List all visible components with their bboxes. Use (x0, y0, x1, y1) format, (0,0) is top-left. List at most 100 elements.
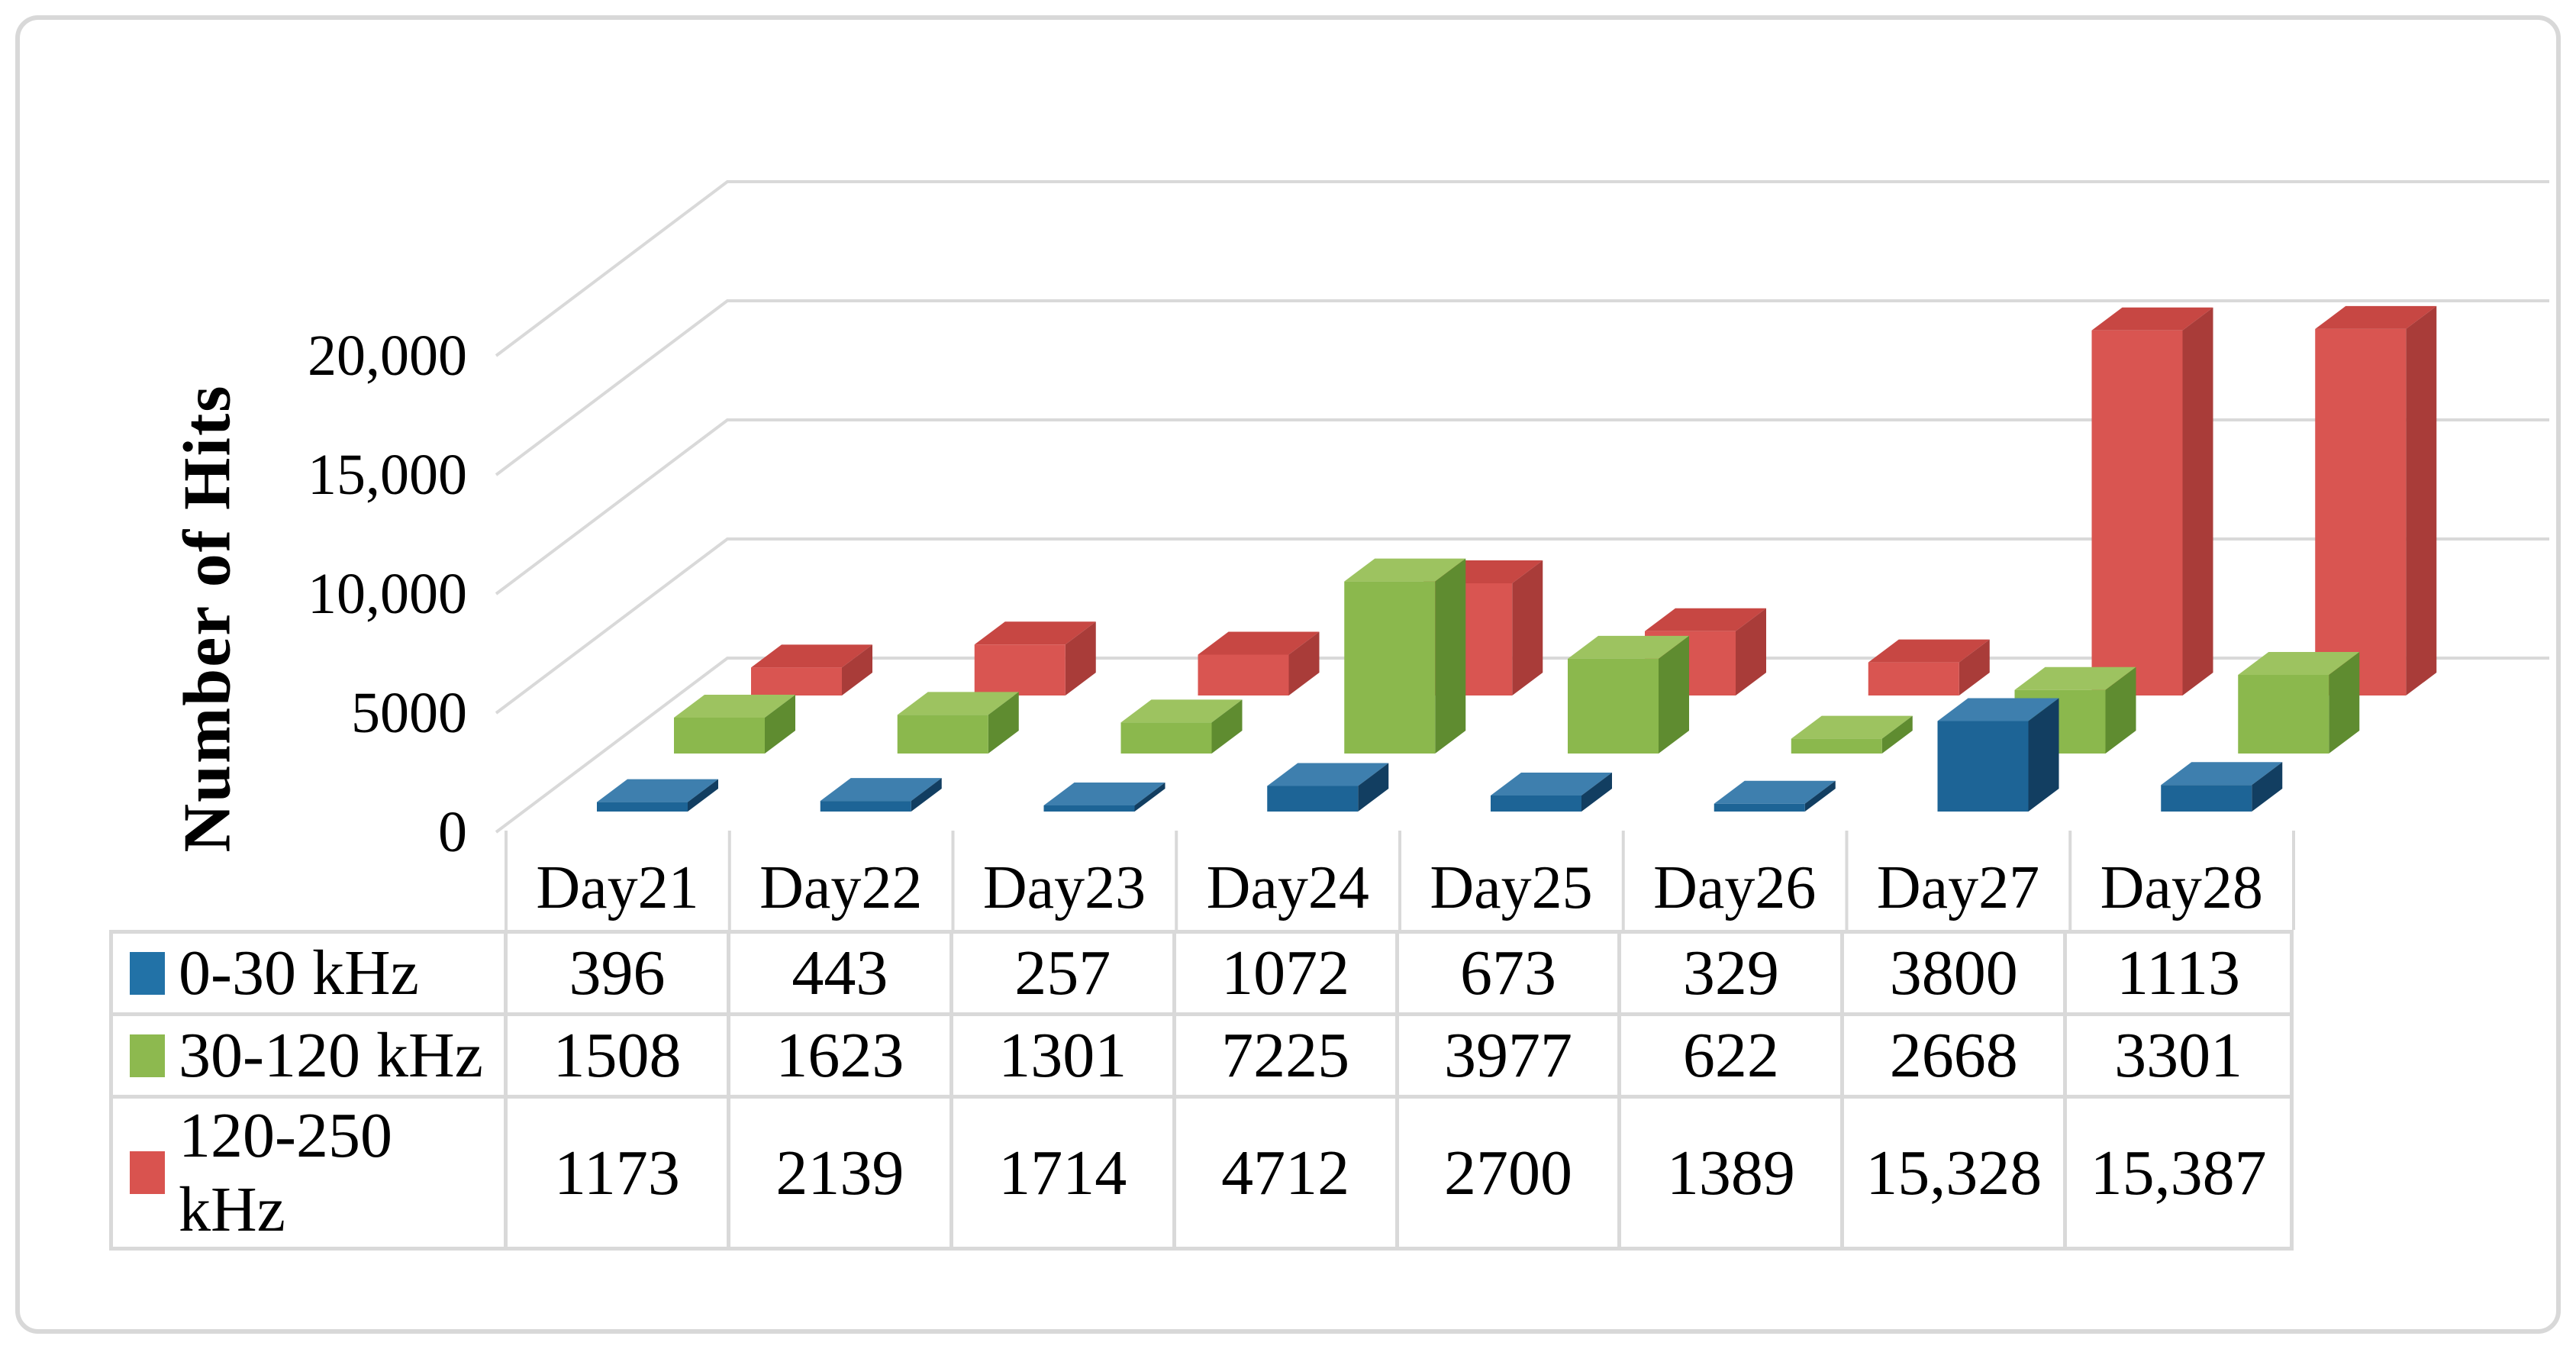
bar-0-30-khz-day28 (2161, 762, 2283, 786)
bar-0-30-khz-day24 (1267, 763, 1389, 786)
bar-0-30-khz-day27 (1937, 698, 2059, 721)
table-cell: 1389 (1621, 1099, 1845, 1247)
bar-0-30-khz-day21 (597, 802, 688, 812)
bar-30-120-khz-day24 (1435, 558, 1466, 754)
legend-cell: 120-250 kHz (113, 1099, 508, 1247)
x-category-label: Day23 (982, 854, 1146, 921)
bar-120-250-khz-day23 (1288, 631, 1320, 695)
bar-120-250-khz-day22 (974, 621, 1096, 645)
table-cell: 443 (730, 934, 953, 1012)
table-cell: 3301 (2114, 1020, 2243, 1091)
bar-120-250-khz-day25 (1736, 608, 1766, 695)
x-category-label: Day21 (536, 854, 699, 921)
bar-0-30-khz-day21 (688, 779, 718, 812)
bar-0-30-khz-day23 (1134, 782, 1165, 812)
bar-30-120-khz-day26 (1791, 715, 1913, 739)
bar-30-120-khz-day22 (897, 692, 1019, 715)
bar-30-120-khz-day23 (1120, 699, 1243, 723)
bar-120-250-khz-day27 (2091, 307, 2213, 331)
legend-label: 0-30 kHz (179, 938, 419, 1009)
bar-0-30-khz-day25 (1491, 796, 1581, 812)
bar-120-250-khz-day26 (1868, 662, 1959, 695)
bar-30-120-khz-day23 (1120, 722, 1212, 754)
gridline (495, 418, 2549, 595)
legend-swatch (130, 951, 165, 995)
bar-0-30-khz-day26 (1714, 803, 1805, 812)
bar-120-250-khz-day23 (1198, 654, 1289, 695)
x-category-label: Day26 (1653, 854, 1817, 921)
x-category-label: Day24 (1206, 854, 1369, 921)
table-cell: 622 (1621, 1016, 1845, 1095)
bar-0-30-khz-day27 (1937, 721, 2029, 812)
table-cell: 329 (1621, 934, 1845, 1012)
table-row: 120-250 kHz 1173 2139 1714 4712 2700 1389 15,32… (113, 1099, 2290, 1247)
bar-120-250-khz-day28 (2315, 305, 2437, 329)
bar-0-30-khz-day23 (1043, 782, 1165, 805)
bar-0-30-khz-day26 (1714, 780, 1836, 804)
bar-30-120-khz-day24 (1344, 558, 1466, 582)
table-row: 0-30 kHz 396 443 257 1072 673 329 3800 1113 (113, 934, 2290, 1016)
bar-120-250-khz-day23 (1198, 631, 1320, 655)
bar-120-250-khz-day22 (1065, 621, 1096, 695)
bar-30-120-khz-day28 (2329, 652, 2360, 754)
bar-30-120-khz-day25 (1568, 635, 1689, 659)
bar-30-120-khz-day26 (1881, 715, 1913, 754)
bar-0-30-khz-day22 (820, 801, 911, 812)
bar-30-120-khz-day21 (674, 694, 795, 718)
x-category-label: Day28 (2100, 854, 2263, 921)
gridline (495, 537, 2549, 715)
table-cell: 7225 (1176, 1016, 1399, 1095)
bar-0-30-khz-day24 (1267, 786, 1359, 812)
bar-30-120-khz-day22 (988, 692, 1019, 754)
bar-0-30-khz-day26 (1804, 780, 1836, 812)
table-cell: 1714 (953, 1099, 1176, 1247)
bar-120-250-khz-day28 (2315, 328, 2407, 695)
bar-0-30-khz-day24 (1358, 763, 1389, 812)
table-cell: 1173 (508, 1099, 730, 1247)
y-tick-label: 10,000 (308, 562, 467, 626)
table-cell: 3977 (1399, 1016, 1622, 1095)
bar-30-120-khz-day28 (2238, 652, 2360, 676)
table-cell: 3800 (1844, 934, 2068, 1012)
bar-120-250-khz-day21 (751, 667, 842, 695)
bar-30-120-khz-day25 (1659, 635, 1689, 754)
bar-30-120-khz-day28 (2238, 675, 2329, 754)
bar-30-120-khz-day21 (765, 694, 795, 754)
x-category-label: Day27 (1876, 854, 2040, 921)
bar-30-120-khz-day23 (1211, 699, 1243, 754)
bar-30-120-khz-day21 (674, 717, 765, 754)
x-category-label: Day25 (1430, 854, 1593, 921)
data-table: 0-30 kHz 396 443 257 1072 673 329 3800 1113 30-12… (109, 930, 2294, 1251)
bar-120-250-khz-day21 (842, 644, 872, 695)
y-tick-label: 20,000 (308, 324, 467, 388)
bar-0-30-khz-day22 (820, 778, 942, 802)
bar-120-250-khz-day26 (1868, 639, 1990, 663)
table-row: 30-120 kHz 1508 1623 1301 7225 3977 622 2668 330… (113, 1016, 2290, 1099)
bar-30-120-khz-day24 (1344, 581, 1436, 754)
y-tick-label: 15,000 (308, 443, 467, 507)
bar-120-250-khz-day21 (751, 644, 872, 668)
bar-120-250-khz-day24 (1512, 560, 1543, 695)
table-cell: 1623 (730, 1016, 953, 1095)
table-cell: 2700 (1399, 1099, 1622, 1247)
y-tick-label: 0 (438, 800, 467, 864)
table-cell: 15,387 (2090, 1137, 2267, 1209)
table-cell: 1072 (1176, 934, 1399, 1012)
table-cell: 15,328 (1844, 1099, 2068, 1247)
bar-120-250-khz-day28 (2406, 305, 2437, 695)
bar-120-250-khz-day22 (974, 644, 1066, 695)
bar-30-120-khz-day22 (897, 715, 988, 754)
legend-swatch (130, 1151, 165, 1194)
table-cell: 4712 (1176, 1099, 1399, 1247)
bar-0-30-khz-day23 (1043, 805, 1135, 812)
table-cell: 2668 (1844, 1016, 2068, 1095)
bar-120-250-khz-day27 (2091, 330, 2183, 695)
figure-border (15, 15, 2561, 1334)
bar-120-250-khz-day27 (2182, 307, 2213, 695)
bar-30-120-khz-day27 (2014, 666, 2136, 690)
legend-label: 120-250 kHz (179, 1100, 392, 1245)
bar-120-250-khz-day26 (1959, 639, 1990, 695)
legend-cell: 30-120 kHz (113, 1016, 508, 1095)
